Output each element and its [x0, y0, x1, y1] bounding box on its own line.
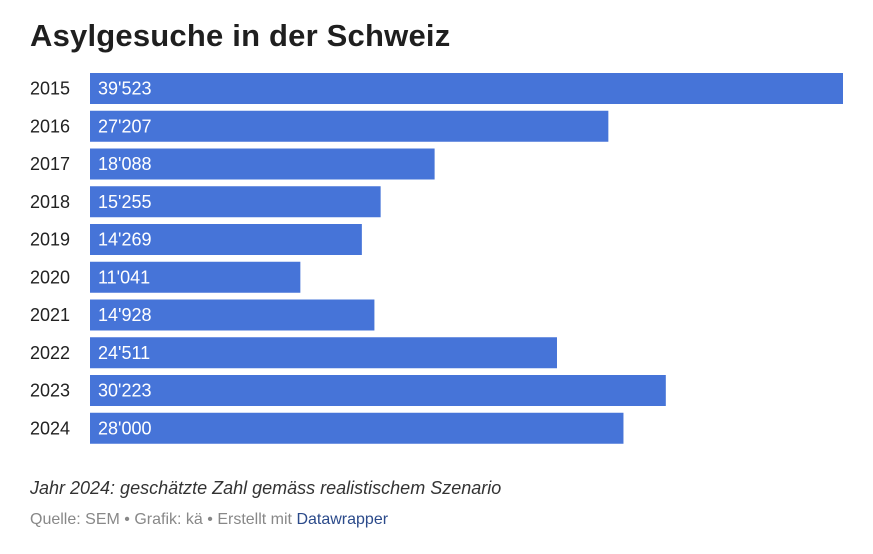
value-label-2022: 24'511 [98, 343, 150, 363]
footer-separator: • [124, 511, 130, 528]
bar-2022 [90, 337, 557, 369]
bar-2023 [90, 375, 666, 406]
value-label-2020: 11'041 [98, 267, 150, 287]
bar-2021 [90, 299, 375, 331]
bar-2020 [90, 261, 301, 293]
category-label-2020: 2020 [30, 267, 70, 287]
source-text: Quelle: SEM [30, 511, 120, 528]
value-label-2015: 39'523 [98, 79, 152, 99]
credit-text: Grafik: kä [134, 511, 203, 528]
category-label-2018: 2018 [30, 192, 70, 212]
chart-footer: Quelle: SEM • Grafik: kä • Erstellt mit … [30, 511, 388, 529]
footer-separator: • [207, 511, 213, 528]
datawrapper-link[interactable]: Datawrapper [296, 511, 389, 528]
bar-2024 [90, 412, 624, 444]
category-label-2019: 2019 [30, 230, 70, 250]
value-label-2017: 18'088 [98, 154, 152, 174]
category-label-2016: 2016 [30, 116, 70, 136]
bar-2017 [90, 148, 435, 180]
chart-title: Asylgesuche in der Schweiz [30, 18, 451, 53]
value-label-2021: 14'928 [98, 305, 152, 325]
category-label-2017: 2017 [30, 154, 70, 174]
value-label-2016: 27'207 [98, 116, 152, 136]
category-label-2021: 2021 [30, 305, 70, 325]
bar-chart: 2015 39'523 2016 27'207 2017 18'088 2018 15'255… [30, 73, 843, 444]
value-label-2019: 14'269 [98, 230, 152, 250]
value-label-2018: 15'255 [98, 192, 152, 212]
chart-note: Jahr 2024: geschätzte Zahl gemäss realis… [30, 478, 502, 498]
category-label-2015: 2015 [30, 79, 70, 99]
bar-2015 [90, 73, 843, 104]
category-label-2023: 2023 [30, 381, 70, 401]
category-label-2022: 2022 [30, 343, 70, 363]
bar-2019 [90, 224, 362, 255]
bar-2016 [90, 110, 609, 142]
value-label-2023: 30'223 [98, 381, 152, 401]
category-label-2024: 2024 [30, 418, 70, 438]
created-with-text: Erstellt mit [217, 511, 292, 528]
value-label-2024: 28'000 [98, 418, 152, 438]
bar-2018 [90, 186, 381, 218]
